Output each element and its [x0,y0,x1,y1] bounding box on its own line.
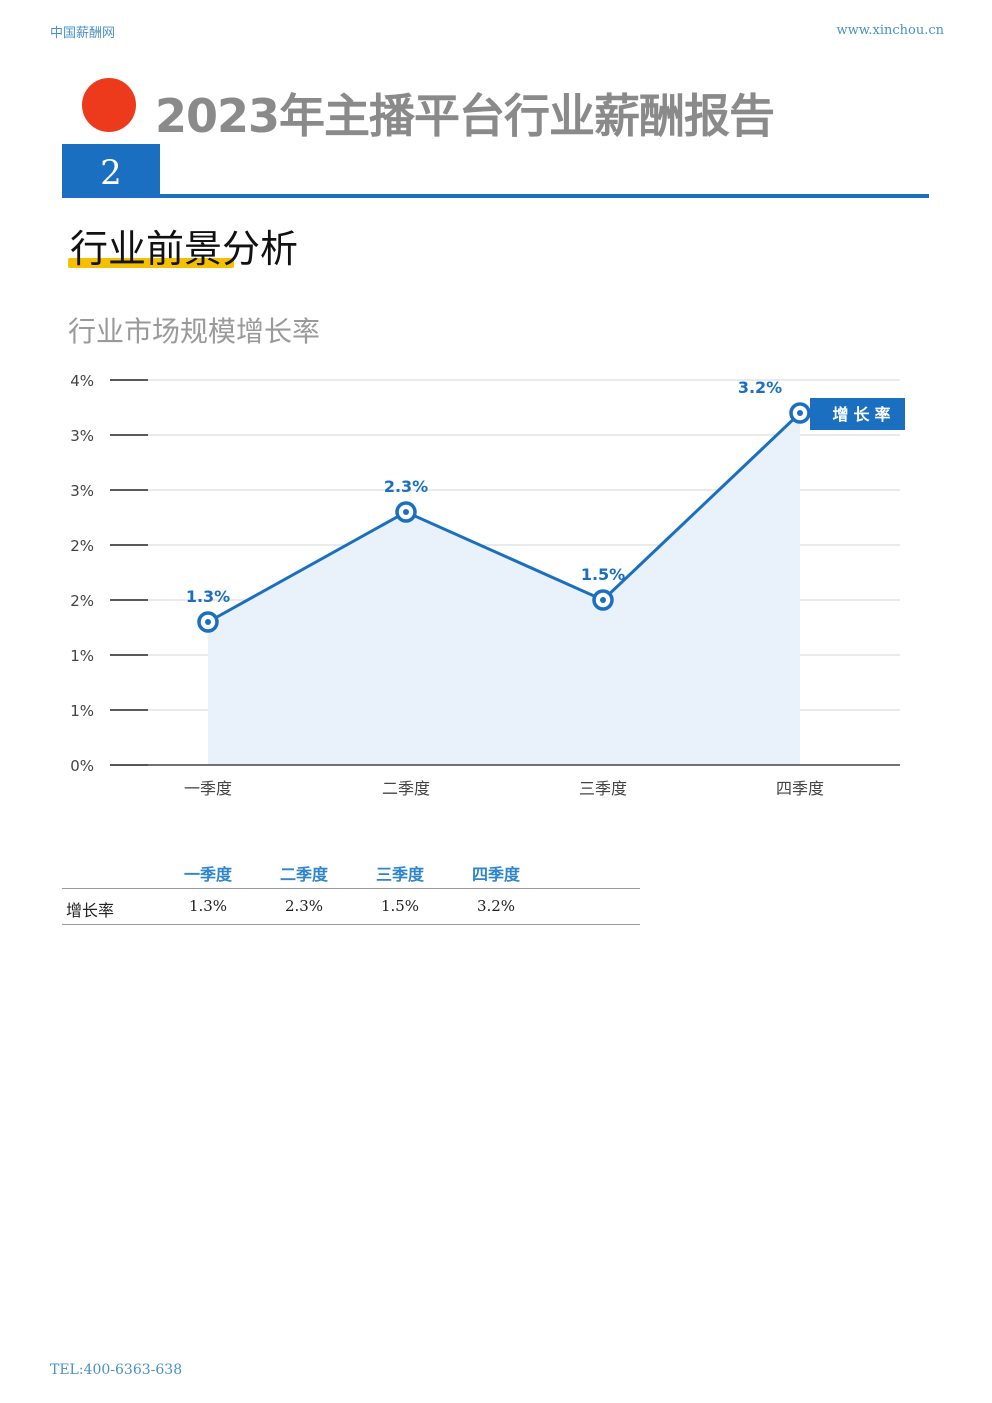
data-point-center [205,619,211,625]
data-label: 1.3% [186,587,230,606]
x-tick-label: 三季度 [579,779,627,798]
data-label: 3.2% [738,378,782,397]
legend-box [810,398,905,430]
footer-tel: TEL:400-6363-638 [50,1362,183,1378]
report-title: 2023年主播平台行业薪酬报告 [155,89,775,143]
table-header-q3: 三季度 [375,865,424,884]
table-header-q1: 一季度 [183,865,232,884]
x-tick-label: 二季度 [382,779,430,798]
site-url[interactable]: www.xinchou.cn [836,23,944,38]
data-table: 一季度 二季度 三季度 四季度 增长率 1.3% 2.3% 1.5% 3.2% [62,855,640,925]
site-name: 中国薪酬网 [50,26,116,41]
data-point-center [600,597,606,603]
section-number: 2 [100,153,122,193]
title-dot-icon [82,78,136,132]
y-tick-label: 3% [70,427,94,445]
table-cell-q2: 2.3% [284,897,324,915]
data-label: 2.3% [384,477,428,496]
table-cell-q1: 1.3% [188,897,228,915]
table-row: 增长率 1.3% 2.3% 1.5% 3.2% [62,889,640,923]
x-tick-label: 一季度 [184,779,232,798]
y-tick-label: 4% [70,372,94,390]
data-point-center [403,509,409,515]
y-tick-label: 3% [70,482,94,500]
table-cell-q3: 1.5% [380,897,420,915]
section-heading: 行业前景分析 [70,227,299,271]
table-header-q2: 二季度 [279,865,328,884]
y-tick-label: 0% [70,757,94,775]
y-tick-label: 1% [70,647,94,665]
table-cell-q4: 3.2% [476,897,516,915]
heading-underline [68,258,234,268]
table-header-row: 一季度 二季度 三季度 四季度 [62,855,640,889]
y-tick-label: 1% [70,702,94,720]
series-line [207,411,802,624]
growth-rate-chart: 0% 1% 1% 2% 2% 3% 3% 4% 1.3% 2.3% 1.5% 3.2% 一季度 二季度 三季… [70,372,905,798]
table-row-label: 增长率 [66,901,115,920]
table-rule-top [62,888,640,889]
chart-title: 行业市场规模增长率 [68,315,321,348]
data-point-center [797,410,803,416]
data-label: 1.5% [581,565,625,584]
area-fill [208,413,800,765]
y-tick-label: 2% [70,592,94,610]
section-number-box [62,144,160,198]
legend-label: 增长率 [832,405,895,424]
section-divider [62,194,929,198]
y-tick-label: 2% [70,537,94,555]
x-tick-label: 四季度 [776,779,824,798]
table-header-q4: 四季度 [471,865,520,884]
table-rule-bottom [62,924,640,925]
